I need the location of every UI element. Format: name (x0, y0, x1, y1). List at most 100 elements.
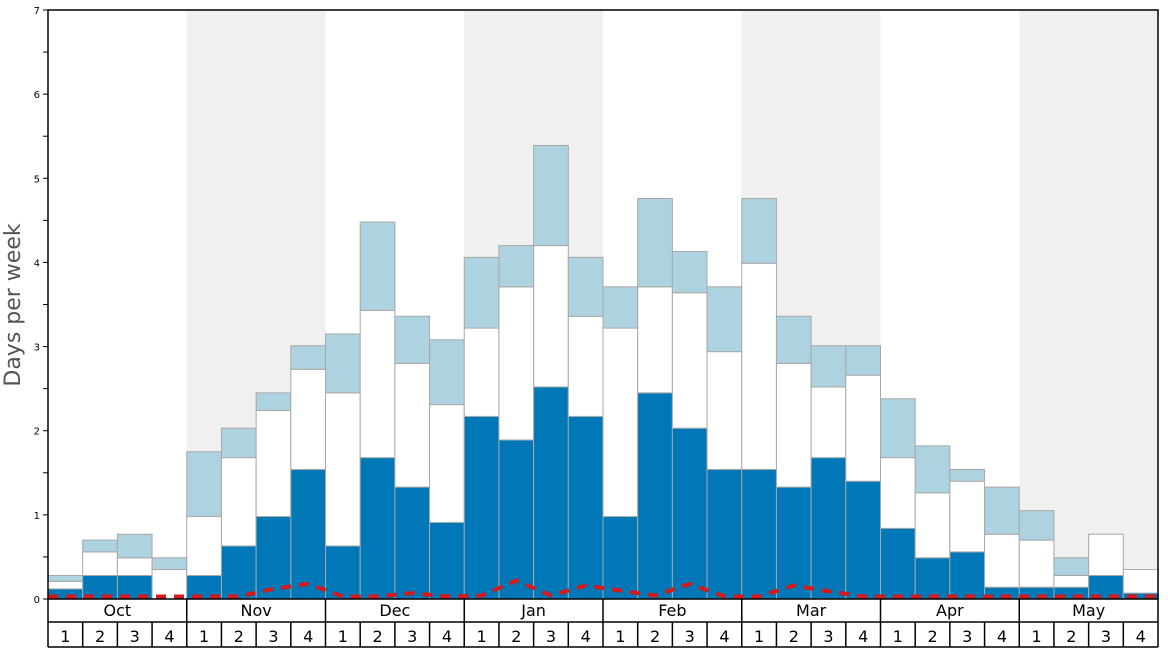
week-label: 3 (962, 627, 972, 646)
y-tick-label: 1 (34, 511, 40, 522)
week-label: 4 (303, 627, 313, 646)
bars-layer (47, 144, 1159, 600)
bar-segment-1 (290, 468, 326, 600)
week-label: 2 (95, 627, 105, 646)
week-label: 3 (823, 627, 833, 646)
bar-segment-1 (220, 545, 257, 600)
week-label: 4 (581, 627, 591, 646)
week-label: 1 (199, 627, 209, 646)
bar-segment-3 (47, 574, 84, 582)
bar-segment-1 (567, 415, 604, 600)
week-label: 4 (442, 627, 452, 646)
week-label: 4 (997, 627, 1007, 646)
bar-segment-2 (741, 262, 777, 470)
bar-segment-2 (775, 362, 812, 488)
week-label: 1 (893, 627, 903, 646)
week-label: 2 (650, 627, 660, 646)
bar-segment-3 (463, 256, 500, 329)
bar-segment-3 (116, 533, 153, 559)
bar-segment-3 (498, 245, 535, 288)
y-tick-label: 7 (34, 6, 40, 17)
bar-segment-2 (47, 580, 84, 590)
week-label: 1 (1032, 627, 1042, 646)
bar-segment-1 (845, 480, 881, 600)
week-label: 2 (1066, 627, 1076, 646)
bar-segment-2 (429, 404, 465, 523)
bar-segment-2 (1088, 533, 1124, 576)
week-label: 3 (546, 627, 556, 646)
week-label: 4 (1136, 627, 1146, 646)
month-label-feb: Feb (658, 601, 686, 620)
bar-segment-3 (151, 557, 188, 571)
bar-segment-3 (290, 345, 326, 370)
bar-segment-1 (359, 457, 396, 600)
month-label-may: May (1072, 601, 1105, 620)
bar-segment-2 (880, 457, 916, 529)
bar-segment-2 (325, 392, 361, 547)
bar-segment-3 (984, 486, 1020, 535)
bar-segment-3 (880, 398, 916, 459)
bar-segment-1 (533, 386, 569, 600)
bar-segment-2 (498, 286, 535, 441)
week-label: 2 (234, 627, 244, 646)
bar-segment-3 (775, 315, 812, 364)
bar-segment-3 (1018, 510, 1055, 541)
bar-segment-3 (845, 345, 881, 376)
bar-segment-1 (602, 516, 639, 600)
week-label: 2 (789, 627, 799, 646)
week-label: 3 (407, 627, 417, 646)
bar-segment-2 (290, 368, 326, 470)
bar-segment-1 (880, 527, 916, 600)
bar-segment-2 (394, 362, 431, 488)
bar-segment-2 (810, 386, 847, 459)
bar-segment-1 (914, 557, 951, 600)
bar-segment-2 (914, 492, 951, 559)
bar-segment-2 (949, 480, 986, 553)
bar-segment-3 (255, 392, 292, 412)
bar-segment-3 (810, 345, 847, 388)
week-label: 2 (372, 627, 382, 646)
bar-segment-3 (637, 197, 673, 288)
month-label-jan: Jan (520, 601, 546, 620)
bar-segment-1 (429, 521, 465, 600)
bar-segment-3 (914, 445, 951, 494)
week-label: 4 (164, 627, 174, 646)
y-tick-label: 3 (34, 343, 40, 354)
bar-segment-3 (220, 427, 257, 459)
bar-segment-2 (706, 351, 743, 470)
bar-segment-2 (567, 315, 604, 417)
y-tick-label: 0 (34, 595, 40, 606)
y-tick-label: 6 (34, 90, 40, 101)
bar-segment-1 (706, 468, 743, 600)
y-tick-label: 2 (34, 427, 40, 438)
week-label: 3 (130, 627, 140, 646)
bar-segment-3 (394, 315, 431, 364)
week-label: 2 (927, 627, 937, 646)
bar-segment-1 (637, 392, 673, 600)
week-label: 3 (1101, 627, 1111, 646)
bar-segment-2 (116, 557, 153, 576)
dashed-series-line (48, 578, 1158, 599)
week-label: 1 (338, 627, 348, 646)
bar-segment-3 (359, 221, 396, 311)
week-label: 2 (511, 627, 521, 646)
month-label-dec: Dec (379, 601, 410, 620)
bar-segment-3 (533, 144, 569, 247)
bar-segment-1 (671, 427, 708, 600)
week-label: 1 (754, 627, 764, 646)
week-label: 4 (719, 627, 729, 646)
bar-segment-3 (706, 286, 743, 353)
bar-segment-3 (567, 256, 604, 317)
week-label: 4 (858, 627, 868, 646)
y-axis: 0 1 2 3 4 5 6 7 (34, 6, 48, 606)
bar-segment-2 (1018, 539, 1055, 588)
bar-segment-2 (359, 309, 396, 459)
week-label: 3 (268, 627, 278, 646)
bar-segment-2 (255, 410, 292, 518)
bar-segment-2 (1053, 574, 1090, 588)
bar-segment-2 (463, 327, 500, 417)
bar-segment-3 (186, 451, 222, 518)
bar-segment-1 (498, 439, 535, 600)
bar-segment-3 (741, 197, 777, 264)
